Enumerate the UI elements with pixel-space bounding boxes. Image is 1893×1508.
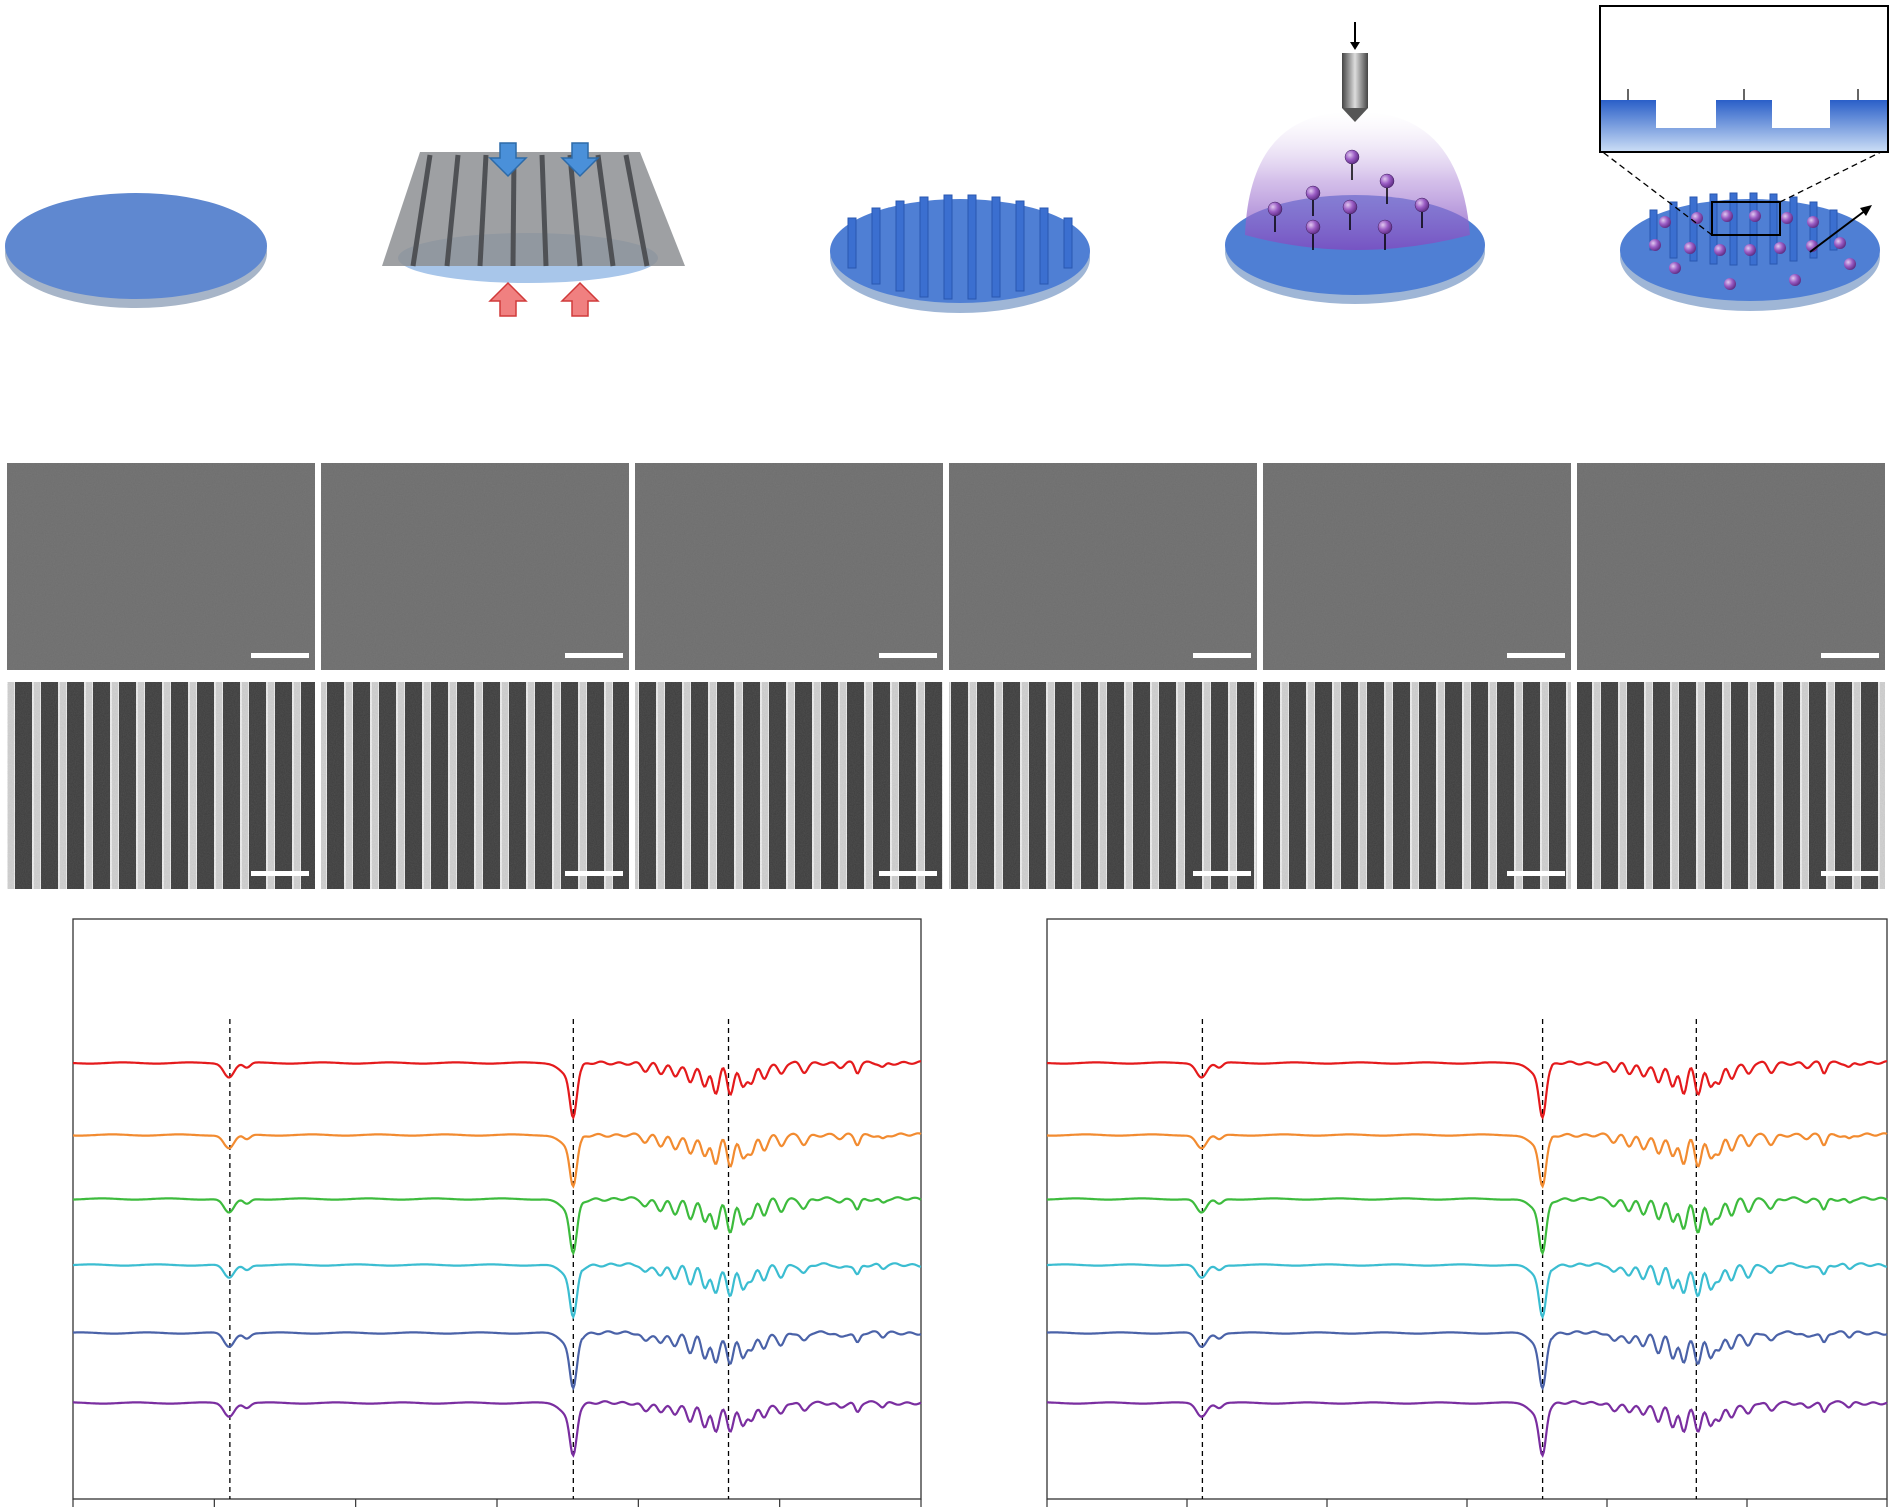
spectrum-series-line (73, 1132, 922, 1189)
sem-flat-panel (635, 463, 943, 670)
nozzle-arrow-icon (1350, 22, 1360, 50)
plot-frame (72, 918, 922, 1500)
scale-bar (1507, 871, 1565, 876)
sem-flat-panel (7, 463, 315, 670)
spectrum-series-line (73, 1400, 922, 1458)
scale-bar (1507, 653, 1565, 658)
scale-bar (1193, 871, 1251, 876)
plasma-treatment (1225, 22, 1485, 304)
spectrum-series-line (1046, 1262, 1888, 1320)
sem-flat-panel (1577, 463, 1885, 670)
sem-grating-row (7, 682, 1885, 889)
scale-bar (1193, 653, 1251, 658)
scale-bar (565, 653, 623, 658)
spectrum-series-line (72, 1060, 922, 1121)
sem-grating-panel (635, 682, 943, 889)
sem-grating-panel (949, 682, 1257, 889)
scale-bar (879, 653, 937, 658)
imprint-step (382, 142, 685, 317)
press-down-arrow-icon (488, 142, 600, 178)
scale-bar (1821, 871, 1879, 876)
inset-box (1599, 5, 1889, 153)
grating-disk (830, 194, 1090, 313)
spectrum-series-line (1047, 1196, 1888, 1256)
scale-bar (251, 871, 309, 876)
spectrum-series-line (73, 1330, 922, 1391)
press-up-arrow-icon (488, 281, 600, 317)
sem-grating-panel (1263, 682, 1571, 889)
spectrum-series-line (1047, 1132, 1888, 1189)
scale-bar (251, 653, 309, 658)
fabrication-schematic (5, 5, 1889, 317)
diagonal-arrow-icon (1809, 205, 1872, 253)
sem-grating-panel (1577, 682, 1885, 889)
spectrum-series-line (73, 1196, 922, 1256)
spectrum-series-line (1046, 1060, 1888, 1121)
spectrum-series-line (1047, 1400, 1888, 1458)
plot-frame (1046, 918, 1888, 1500)
sem-flat-panel (1263, 463, 1571, 670)
scale-bar (1821, 653, 1879, 658)
scale-bar (565, 871, 623, 876)
sem-grating-panel (321, 682, 629, 889)
functionalized-grating (1599, 5, 1889, 311)
sem-flat-row (7, 463, 1885, 670)
sem-flat-panel (949, 463, 1257, 670)
substrate-disk (5, 193, 267, 308)
spectrum-series-line (1047, 1330, 1888, 1391)
spectrum-series-line (72, 1262, 922, 1320)
sem-grating-panel (7, 682, 315, 889)
scale-bar (879, 871, 937, 876)
sem-flat-panel (321, 463, 629, 670)
